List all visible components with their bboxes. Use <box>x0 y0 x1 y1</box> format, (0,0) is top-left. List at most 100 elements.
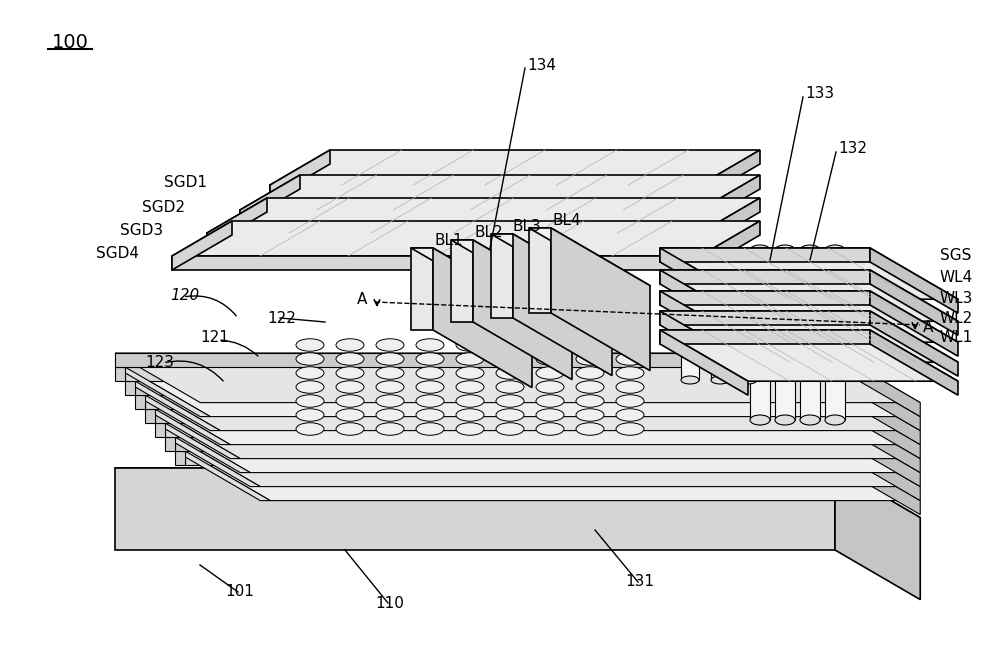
Polygon shape <box>835 437 920 501</box>
Polygon shape <box>660 330 870 344</box>
Ellipse shape <box>416 395 444 407</box>
Text: 120: 120 <box>170 287 200 303</box>
Polygon shape <box>491 234 513 318</box>
Ellipse shape <box>296 409 324 421</box>
Text: SGD2: SGD2 <box>142 200 185 215</box>
Ellipse shape <box>800 245 820 255</box>
Ellipse shape <box>576 423 604 436</box>
Ellipse shape <box>616 367 644 379</box>
Polygon shape <box>240 210 700 224</box>
Polygon shape <box>270 150 760 185</box>
Text: SGD3: SGD3 <box>120 223 163 237</box>
Ellipse shape <box>336 395 364 407</box>
Polygon shape <box>175 437 920 487</box>
Polygon shape <box>700 175 760 224</box>
Text: WL2: WL2 <box>940 311 973 325</box>
Polygon shape <box>175 451 270 501</box>
Polygon shape <box>165 423 835 437</box>
Ellipse shape <box>296 352 324 365</box>
Ellipse shape <box>616 338 644 351</box>
Ellipse shape <box>376 409 404 421</box>
Polygon shape <box>165 437 175 451</box>
Polygon shape <box>135 395 230 445</box>
Ellipse shape <box>336 381 364 393</box>
Polygon shape <box>207 233 700 247</box>
Text: WL3: WL3 <box>940 291 973 305</box>
Polygon shape <box>835 381 920 445</box>
Ellipse shape <box>496 352 524 365</box>
Polygon shape <box>660 311 748 376</box>
Polygon shape <box>700 198 760 247</box>
Polygon shape <box>529 228 551 313</box>
Polygon shape <box>835 451 920 515</box>
Ellipse shape <box>456 338 484 351</box>
Text: 131: 131 <box>626 575 654 589</box>
Polygon shape <box>825 250 845 420</box>
Polygon shape <box>145 409 240 459</box>
Polygon shape <box>835 423 920 487</box>
Ellipse shape <box>739 376 757 384</box>
Ellipse shape <box>616 409 644 421</box>
Ellipse shape <box>825 245 845 255</box>
Text: WL4: WL4 <box>940 269 973 285</box>
Polygon shape <box>270 150 330 199</box>
Polygon shape <box>711 280 729 380</box>
Polygon shape <box>835 353 920 416</box>
Text: BL1: BL1 <box>435 233 464 247</box>
Polygon shape <box>270 185 700 199</box>
Polygon shape <box>660 248 870 262</box>
Polygon shape <box>660 311 958 362</box>
Polygon shape <box>870 270 958 335</box>
Ellipse shape <box>576 381 604 393</box>
Ellipse shape <box>576 338 604 351</box>
Polygon shape <box>660 291 958 342</box>
Ellipse shape <box>336 367 364 379</box>
Polygon shape <box>800 250 820 420</box>
Polygon shape <box>660 248 748 313</box>
Ellipse shape <box>711 376 729 384</box>
Polygon shape <box>165 423 920 473</box>
Ellipse shape <box>296 338 324 351</box>
Ellipse shape <box>376 352 404 365</box>
Polygon shape <box>145 395 835 409</box>
Polygon shape <box>125 367 835 381</box>
Text: A: A <box>357 291 367 307</box>
Ellipse shape <box>496 381 524 393</box>
Ellipse shape <box>456 352 484 365</box>
Ellipse shape <box>376 381 404 393</box>
Ellipse shape <box>456 381 484 393</box>
Polygon shape <box>172 221 760 256</box>
Polygon shape <box>155 409 835 423</box>
Text: SGS: SGS <box>940 247 971 263</box>
Ellipse shape <box>750 245 770 255</box>
Text: 134: 134 <box>527 57 556 72</box>
Ellipse shape <box>616 352 644 365</box>
Polygon shape <box>870 330 958 395</box>
Ellipse shape <box>416 352 444 365</box>
Ellipse shape <box>775 415 795 425</box>
Polygon shape <box>750 250 770 420</box>
Polygon shape <box>172 221 232 270</box>
Ellipse shape <box>616 381 644 393</box>
Polygon shape <box>240 175 760 210</box>
Ellipse shape <box>576 352 604 365</box>
Polygon shape <box>433 248 532 388</box>
Polygon shape <box>660 330 748 395</box>
Polygon shape <box>207 198 267 247</box>
Ellipse shape <box>376 367 404 379</box>
Text: 122: 122 <box>268 311 296 325</box>
Polygon shape <box>660 311 870 325</box>
Polygon shape <box>145 409 155 423</box>
Text: BL4: BL4 <box>552 213 581 227</box>
Ellipse shape <box>376 338 404 351</box>
Ellipse shape <box>739 276 757 284</box>
Text: 101: 101 <box>226 585 254 600</box>
Polygon shape <box>660 291 748 356</box>
Polygon shape <box>115 353 920 402</box>
Polygon shape <box>115 367 125 381</box>
Polygon shape <box>835 409 920 473</box>
Ellipse shape <box>536 338 564 351</box>
Ellipse shape <box>296 423 324 436</box>
Polygon shape <box>165 437 260 487</box>
Ellipse shape <box>825 415 845 425</box>
